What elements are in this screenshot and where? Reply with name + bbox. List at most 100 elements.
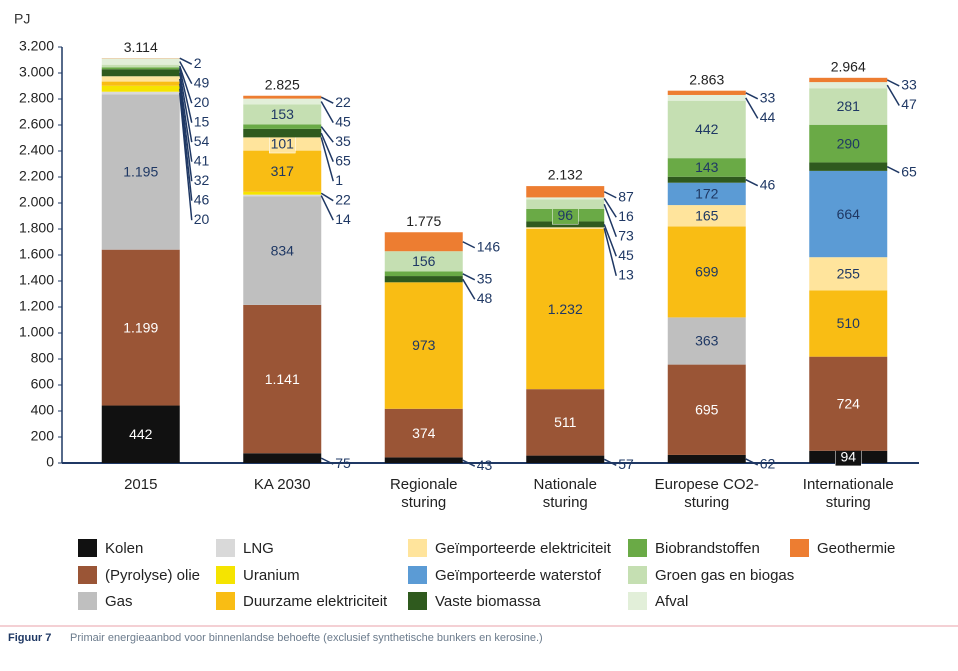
legend-swatch [78, 592, 97, 610]
bar-segment [101, 64, 180, 68]
bar-segment [243, 191, 322, 195]
bar-value-label: 973 [412, 337, 436, 353]
bar-segment [667, 364, 746, 455]
bar-segment [667, 100, 746, 159]
bar-segment [667, 182, 746, 206]
bar-segment [101, 67, 180, 70]
bar-segment [809, 170, 888, 258]
callout-line [179, 57, 193, 65]
legend-label: LNG [243, 540, 274, 557]
callout-line [886, 84, 900, 106]
bar-segment [384, 232, 463, 252]
legend-label: Duurzame elektriciteit [243, 593, 388, 610]
callout-label: 20 [194, 211, 210, 227]
callout-line [320, 192, 334, 202]
bar-value-label: 96 [557, 207, 573, 223]
callout-label: 15 [194, 113, 210, 129]
y-tick-label: 3.200 [19, 38, 54, 54]
legend-swatch [628, 566, 647, 584]
legend-label: Biobrandstoffen [655, 540, 760, 557]
callout-line [320, 101, 334, 124]
x-tick-label: Internationale sturing [802, 476, 894, 511]
callout-line [462, 278, 476, 300]
bar-segment [243, 104, 322, 125]
callout-line [745, 97, 759, 119]
bar-value-label: 363 [695, 333, 719, 349]
callout-label: 13 [618, 266, 634, 282]
callout-label: 33 [760, 90, 776, 106]
total-label: 2.825 [265, 76, 300, 92]
bar-segment [667, 226, 746, 318]
bar-segment [809, 88, 888, 125]
bar-value-label: 94 [840, 449, 856, 465]
bar-value-label: 1.232 [548, 301, 583, 317]
total-label: 2.132 [548, 167, 583, 183]
y-tick-label: 600 [31, 376, 55, 392]
y-tick-label: 2.800 [19, 90, 54, 106]
callout-label: 47 [901, 96, 917, 112]
bar-value-label: 1.141 [265, 371, 300, 387]
callout-label: 87 [618, 188, 634, 204]
bar-value-label: 165 [695, 208, 719, 224]
callout-line [886, 165, 900, 174]
callout-line [179, 92, 193, 221]
bar-segment [667, 94, 746, 101]
callout-label: 73 [618, 227, 634, 243]
callout-line [462, 459, 476, 467]
legend-label: Vaste biomassa [435, 593, 541, 610]
legend-swatch [408, 539, 427, 557]
bar-segment [526, 227, 605, 229]
bar-segment [243, 124, 322, 129]
bar-value-label: 699 [695, 264, 719, 280]
y-tick-label: 1.000 [19, 324, 54, 340]
callout-label: 45 [335, 113, 351, 129]
callout-label: 32 [194, 172, 210, 188]
bar-value-label: 442 [695, 121, 719, 137]
bar-segment [667, 90, 746, 95]
y-tick-label: 2.600 [19, 116, 54, 132]
callout-label: 1 [335, 172, 343, 188]
bar-segment [243, 453, 322, 463]
caption: Primair energieaanbod voor binnenlandse … [70, 632, 543, 644]
callout-label: 54 [194, 133, 210, 149]
callout-line [320, 457, 334, 465]
callout-label: 49 [194, 74, 210, 90]
bar-segment [526, 389, 605, 456]
callout-line [320, 126, 334, 143]
x-tick-label: 2015 [124, 476, 158, 493]
callout-label: 75 [335, 455, 351, 471]
bar-segment [809, 77, 888, 83]
bar-value-label: 101 [271, 136, 295, 152]
callout-label: 48 [477, 290, 493, 306]
callout-line [179, 72, 193, 143]
y-tick-label: 0 [46, 454, 54, 470]
callout-line [745, 92, 759, 100]
legend-swatch [408, 566, 427, 584]
legend-label: Groen gas en biogas [655, 567, 794, 584]
bar-segment [384, 282, 463, 409]
bar-value-label: 510 [837, 315, 861, 331]
legend-label: Afval [655, 593, 688, 610]
bar-value-label: 281 [837, 98, 861, 114]
legend-label: Geïmporteerde elektriciteit [435, 540, 612, 557]
callout-label: 65 [901, 163, 917, 179]
legend-swatch [216, 566, 235, 584]
callout-label: 46 [760, 176, 776, 192]
callout-line [745, 179, 759, 187]
bar-value-label: 1.199 [123, 319, 158, 335]
bar-value-label: 255 [837, 265, 861, 281]
bar-segment [384, 457, 463, 463]
callout-line [603, 198, 617, 218]
bar-value-label: 374 [412, 425, 436, 441]
bar-segment [101, 405, 180, 463]
y-tick-label: 1.600 [19, 246, 54, 262]
bar-value-label: 156 [412, 253, 436, 269]
bar-segment [667, 317, 746, 365]
callout-line [320, 96, 334, 104]
bar-segment [243, 194, 322, 197]
legend-swatch [790, 539, 809, 557]
bar-segment [101, 69, 180, 77]
callout-line [179, 61, 193, 85]
bar-value-label: 143 [695, 159, 719, 175]
